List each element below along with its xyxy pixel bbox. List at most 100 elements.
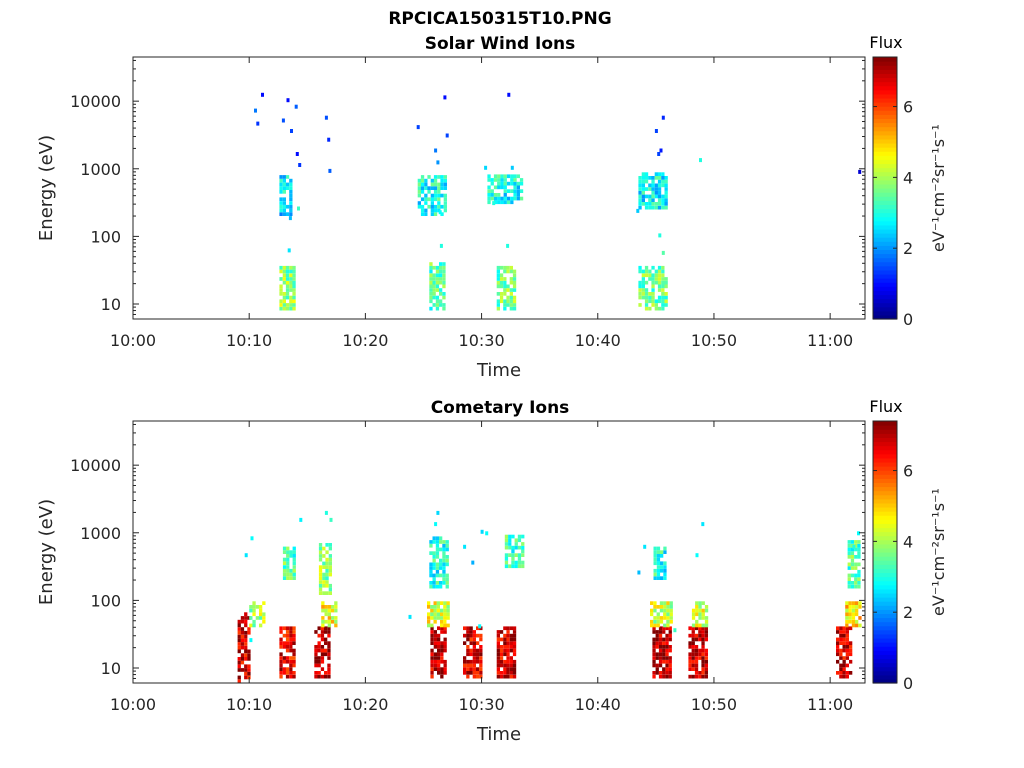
colorbar-segment <box>873 273 897 279</box>
heatmap-cell <box>439 273 443 278</box>
heatmap-cell <box>701 641 705 645</box>
heatmap-cell <box>698 671 702 675</box>
heatmap-cell <box>240 645 245 650</box>
solar-wind-xlabel: Time <box>476 360 521 381</box>
heatmap-cell <box>466 633 470 638</box>
x-tick-label: 10:40 <box>575 331 621 350</box>
heatmap-cell <box>321 605 325 609</box>
heatmap-cell <box>691 648 695 653</box>
x-tick-label: 10:10 <box>226 331 272 350</box>
heatmap-cell <box>851 619 856 624</box>
heatmap-cell <box>512 648 517 653</box>
heatmap-cell <box>641 269 645 274</box>
heatmap-cell <box>656 568 661 573</box>
heatmap-cell <box>641 284 645 289</box>
heatmap-cell <box>851 612 856 617</box>
heatmap-cell <box>644 295 649 300</box>
heatmap-cell <box>666 605 670 609</box>
heatmap-cell <box>435 562 440 567</box>
heatmap-cell <box>429 299 433 304</box>
heatmap-cell <box>651 187 655 191</box>
heatmap-cell <box>435 543 440 548</box>
heatmap-cell <box>661 265 665 270</box>
heatmap-cell <box>517 557 522 561</box>
heatmap-cell <box>644 205 649 210</box>
heatmap-cell <box>661 288 665 292</box>
heatmap-cell <box>499 674 504 679</box>
heatmap-cell <box>433 659 437 664</box>
heatmap-cell <box>285 303 290 307</box>
colorbar-tick-label: 6 <box>903 462 913 481</box>
heatmap-cell <box>472 659 476 664</box>
colorbar-segment <box>873 592 897 598</box>
heatmap-cell <box>417 182 421 187</box>
heatmap-cell <box>292 648 296 653</box>
heatmap-cell <box>655 633 659 638</box>
heatmap-cell <box>641 295 645 300</box>
heatmap-cell <box>279 265 283 270</box>
heatmap-cell <box>666 601 670 605</box>
heatmap-cell <box>504 564 509 569</box>
heatmap-cell <box>466 637 470 642</box>
heatmap-cell <box>493 178 498 182</box>
heatmap-cell <box>433 178 438 183</box>
colorbar-segment <box>873 282 897 287</box>
colorbar-segment <box>873 625 897 631</box>
heatmap-cell <box>244 671 248 676</box>
heatmap-cell <box>638 280 642 285</box>
heatmap-cell <box>704 605 709 609</box>
heatmap-cell <box>497 181 501 186</box>
heatmap-cell <box>655 663 659 668</box>
heatmap-cell <box>691 612 696 617</box>
x-tick-label: 10:50 <box>691 695 737 714</box>
heatmap-cell <box>430 182 434 187</box>
heatmap-cell <box>845 648 849 653</box>
heatmap-cell <box>510 189 514 193</box>
heatmap-cell <box>513 178 517 182</box>
heatmap-cell <box>324 674 328 679</box>
heatmap-cell <box>662 626 666 631</box>
heatmap-cell <box>435 284 440 289</box>
heatmap-cell <box>704 608 709 613</box>
heatmap-cell <box>854 547 858 552</box>
heatmap-cell <box>247 671 251 676</box>
heatmap-cell <box>688 663 692 668</box>
heatmap-cell <box>237 657 241 661</box>
heatmap-cell <box>854 577 858 581</box>
heatmap-cell <box>279 288 283 292</box>
heatmap-cell <box>430 671 434 675</box>
heatmap-cell <box>292 656 296 660</box>
heatmap-cell <box>509 637 513 642</box>
heatmap-point <box>281 118 285 123</box>
colorbar-segment <box>873 658 897 664</box>
heatmap-cell <box>497 185 501 190</box>
heatmap-cell <box>503 641 507 645</box>
heatmap-cell <box>442 292 446 296</box>
heatmap-cell <box>289 193 293 198</box>
heatmap-cell <box>650 601 654 605</box>
heatmap-cell <box>644 303 649 307</box>
heatmap-cell <box>320 633 325 638</box>
heatmap-cell <box>487 178 491 182</box>
heatmap-cell <box>857 573 861 578</box>
colorbar-segment <box>873 249 897 255</box>
heatmap-cell <box>662 641 666 645</box>
heatmap-cell <box>429 543 433 548</box>
colorbar-segment <box>873 265 897 271</box>
heatmap-cell <box>858 623 862 628</box>
heatmap-cell <box>497 174 501 179</box>
heatmap-cell <box>327 648 331 653</box>
heatmap-cell <box>664 280 668 285</box>
colorbar-segment <box>873 629 897 635</box>
heatmap-cell <box>644 172 649 176</box>
heatmap-cell <box>440 626 444 631</box>
heatmap-cell <box>435 288 440 292</box>
heatmap-cell <box>651 179 655 184</box>
heatmap-cell <box>698 648 702 653</box>
heatmap-cell <box>262 616 266 620</box>
heatmap-cell <box>292 641 296 645</box>
heatmap-cell <box>669 605 673 609</box>
heatmap-cell <box>279 641 283 645</box>
heatmap-cell <box>487 185 491 190</box>
heatmap-cell <box>839 648 843 653</box>
